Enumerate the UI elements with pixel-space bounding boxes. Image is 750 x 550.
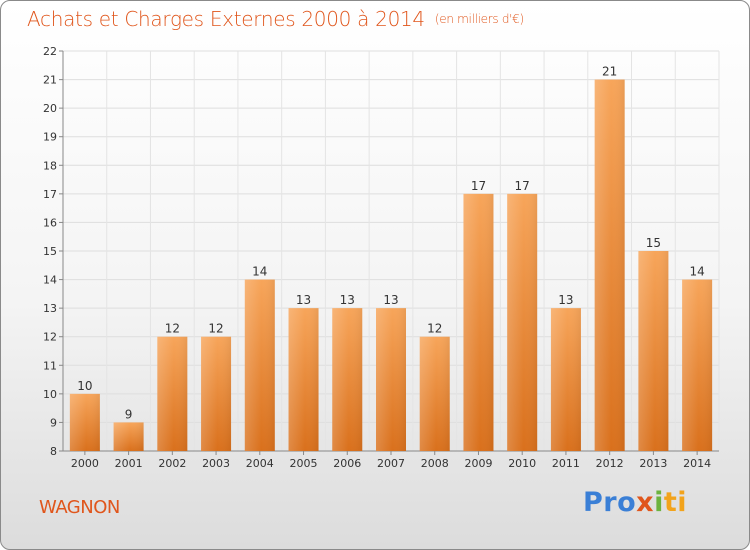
data-label-2010: 17 [515,179,530,193]
data-label-2009: 17 [471,179,486,193]
commune-name: WAGNON [39,497,120,518]
bar-shine-2007 [376,308,406,451]
bar-shine-2008 [419,336,450,451]
bar-shine-2001 [113,422,144,451]
y-tick-label-13: 13 [43,302,57,315]
x-tick-label-2007: 2007 [377,457,405,470]
x-tick-label-2009: 2009 [464,457,492,470]
y-tick-label-20: 20 [43,102,57,115]
proxiti-logo: Proxiti [583,487,687,518]
data-label-2008: 12 [427,322,442,336]
y-tick-label-15: 15 [43,245,57,258]
x-tick-label-2008: 2008 [421,457,449,470]
bar-shine-2014 [682,279,713,451]
data-label-2011: 13 [558,293,573,307]
x-tick-label-2003: 2003 [202,457,230,470]
x-tick-label-2006: 2006 [333,457,361,470]
bar-shine-2009 [463,193,494,451]
bar-shine-2003 [201,336,232,451]
y-tick-label-17: 17 [43,188,57,201]
data-label-2013: 15 [646,236,661,250]
y-tick-label-18: 18 [43,159,57,172]
data-label-2001: 9 [125,407,133,421]
data-label-2003: 12 [208,322,223,336]
chart-title-text: Achats et Charges Externes 2000 à 2014 [27,7,425,31]
y-tick-label-22: 22 [43,45,57,58]
logo-part-2: x [636,487,655,518]
y-tick-label-10: 10 [43,388,57,401]
y-tick-label-12: 12 [43,331,57,344]
data-label-2000: 10 [77,379,92,393]
bars [69,79,713,452]
logo-part-3: i [654,487,664,518]
bar-shine-2010 [507,193,538,451]
y-tick-label-8: 8 [50,445,57,458]
data-label-2005: 13 [296,293,311,307]
bar-shine-2013 [638,251,669,451]
x-tick-label-2013: 2013 [639,457,667,470]
x-tick-label-2014: 2014 [683,457,711,470]
x-tick-label-2004: 2004 [246,457,274,470]
x-tick-label-2011: 2011 [552,457,580,470]
data-labels: 10 9 12 12 14 13 13 13 12 17 17 13 21 15 14 [77,65,705,422]
data-label-2004: 14 [252,265,267,279]
logo-part-1: Pro [583,487,637,518]
bar-shine-2006 [332,308,363,451]
data-label-2014: 14 [689,265,704,279]
y-tick-label-19: 19 [43,131,57,144]
x-tick-label-2001: 2001 [115,457,143,470]
data-label-2002: 12 [165,322,180,336]
logo-part-4: ti [663,487,688,518]
bar-shine-2005 [288,308,319,451]
x-tick-label-2002: 2002 [158,457,186,470]
y-tick-label-21: 21 [43,74,57,87]
y-tick-label-14: 14 [43,274,57,287]
bar-shine-2011 [550,308,581,451]
x-tick-label-2005: 2005 [290,457,318,470]
chart-title: Achats et Charges Externes 2000 à 2014 (e… [27,7,524,31]
data-label-2006: 13 [340,293,355,307]
data-label-2007: 13 [383,293,398,307]
x-tick-label-2012: 2012 [596,457,624,470]
y-tick-label-16: 16 [43,216,57,229]
x-tick-label-2010: 2010 [508,457,536,470]
chart-unit: (en milliers d'€) [434,12,524,26]
y-tick-label-9: 9 [50,416,57,429]
data-label-2012: 21 [602,65,617,79]
y-tick-label-11: 11 [43,359,57,372]
x-tick-label-2000: 2000 [71,457,99,470]
bar-shine-2002 [157,336,188,451]
bar-shine-2000 [69,393,100,451]
bar-shine-2012 [594,79,625,452]
bar-shine-2004 [244,279,275,451]
